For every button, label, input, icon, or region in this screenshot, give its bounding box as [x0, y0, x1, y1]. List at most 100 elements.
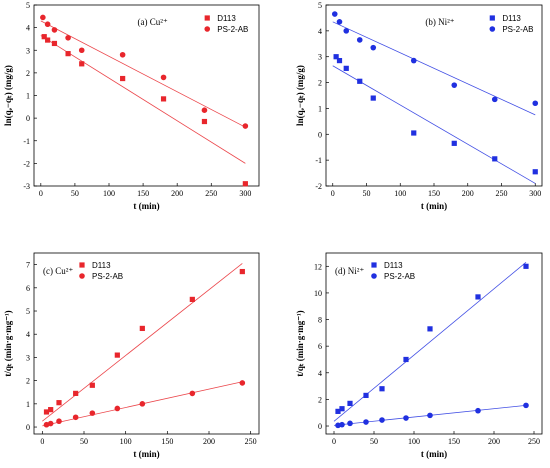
y-tick-label: 7 [26, 261, 30, 270]
data-point-ps-2-ab [370, 44, 377, 51]
y-tick-label: 1 [318, 104, 322, 113]
y-tick-label: 5 [26, 1, 30, 10]
y-axis-label: ln(qₑ−qₜ) (mg/g) [3, 65, 13, 126]
y-tick-label: 12 [314, 262, 322, 271]
x-tick-label: 200 [171, 189, 183, 198]
data-point-ps-2-ab [242, 123, 249, 129]
data-point-d113 [41, 34, 47, 40]
y-tick-label: 3 [26, 353, 30, 362]
data-point-d113 [370, 95, 376, 101]
legend-marker [79, 262, 85, 268]
data-point-ps-2-ab [189, 390, 196, 397]
data-point-ps-2-ab [379, 417, 385, 423]
data-point-ps-2-ab [363, 419, 369, 425]
data-point-d113 [242, 181, 248, 187]
x-tick-label: 0 [39, 189, 43, 198]
y-tick-label: 1 [26, 92, 30, 101]
x-tick-label: 150 [428, 189, 440, 198]
data-point-ps-2-ab [239, 380, 246, 386]
legend-label: D113 [92, 261, 111, 270]
fit-line-ps-2-ab [40, 20, 246, 128]
plot-frame [33, 252, 260, 435]
data-point-d113 [411, 130, 417, 136]
x-tick-label: 50 [363, 189, 371, 198]
data-point-ps-2-ab [451, 82, 458, 88]
legend-marker [489, 15, 495, 21]
data-point-ps-2-ab [491, 96, 498, 103]
data-point-ps-2-ab [336, 19, 343, 25]
y-tick-label: 2 [318, 395, 322, 404]
x-tick-label: 250 [528, 437, 540, 446]
x-tick-label: 200 [203, 437, 215, 446]
data-point-d113 [65, 51, 71, 57]
x-tick-label: 100 [408, 437, 420, 446]
fit-line-ps-2-ab [332, 21, 536, 116]
data-point-ps-2-ab [44, 21, 51, 28]
y-tick-label: 3 [318, 53, 322, 62]
data-point-d113 [532, 169, 538, 175]
y-tick-label: 4 [26, 24, 30, 33]
x-tick-label: 150 [448, 437, 460, 446]
panel-label: (b) Ni²⁺ [425, 17, 454, 27]
legend-marker [489, 26, 496, 32]
x-axis-label: t (min) [421, 201, 447, 211]
data-point-d113 [333, 54, 339, 60]
y-tick-label: 0 [318, 422, 322, 431]
plot-frame [325, 252, 543, 435]
y-tick-label: 5 [318, 1, 322, 10]
legend-label: PS-2-AB [502, 25, 533, 34]
x-axis-label: t (min) [421, 449, 447, 459]
x-tick-label: 0 [331, 189, 335, 198]
data-point-ps-2-ab [427, 412, 433, 419]
y-tick-label: 0 [26, 114, 30, 123]
data-point-d113 [114, 352, 120, 358]
x-tick-label: 200 [462, 189, 474, 198]
legend-label: PS-2-AB [92, 272, 123, 281]
y-tick-label: 4 [26, 330, 30, 339]
data-point-d113 [89, 382, 95, 388]
y-tick-label: -2 [315, 182, 322, 191]
data-point-d113 [56, 400, 62, 406]
y-axis-label: t/qₜ (min·g·mg⁻¹) [3, 310, 13, 376]
data-point-d113 [475, 294, 481, 300]
y-tick-label: -3 [23, 182, 30, 191]
x-tick-label: 150 [161, 437, 173, 446]
data-point-d113 [363, 392, 369, 399]
data-point-ps-2-ab [410, 57, 417, 64]
legend-marker [371, 273, 377, 279]
y-tick-label: 0 [26, 423, 30, 432]
x-tick-label: 50 [80, 437, 88, 446]
x-tick-label: 0 [40, 437, 44, 446]
data-point-ps-2-ab [40, 14, 46, 21]
data-point-d113 [335, 408, 341, 414]
x-tick-label: 250 [245, 437, 257, 446]
data-point-d113 [347, 400, 353, 406]
data-point-ps-2-ab [523, 402, 529, 409]
data-point-d113 [403, 356, 409, 363]
x-tick-label: 0 [332, 437, 336, 446]
y-axis-label: t/qₜ (min·g·mg⁻¹) [295, 310, 305, 376]
data-point-d113 [139, 325, 145, 332]
data-point-d113 [523, 263, 529, 269]
data-point-d113 [239, 268, 245, 275]
data-point-d113 [160, 96, 167, 102]
data-point-ps-2-ab [160, 74, 167, 81]
fit-line-d113 [42, 263, 243, 422]
chart-panel-4: 0 50 100 150 200 250 0 2 4 6 8 10 12 t (min) t/qₜ (min… [295, 252, 543, 459]
x-tick-label: 300 [529, 189, 541, 198]
panel-label: (c) Cu²⁺ [43, 266, 73, 276]
data-point-d113 [48, 407, 54, 413]
legend-marker [79, 273, 85, 279]
x-tick-label: 50 [71, 189, 79, 198]
legend-label: PS-2-AB [217, 25, 248, 34]
y-tick-label: 8 [318, 316, 322, 325]
x-tick-label: 200 [488, 437, 500, 446]
data-point-d113 [492, 156, 498, 162]
x-tick-label: 300 [239, 189, 251, 198]
data-point-d113 [427, 326, 433, 332]
legend-label: PS-2-AB [384, 272, 415, 281]
y-tick-label: 1 [26, 400, 30, 409]
y-tick-label: -2 [23, 159, 30, 168]
data-point-ps-2-ab [65, 35, 71, 41]
data-point-ps-2-ab [47, 420, 54, 427]
